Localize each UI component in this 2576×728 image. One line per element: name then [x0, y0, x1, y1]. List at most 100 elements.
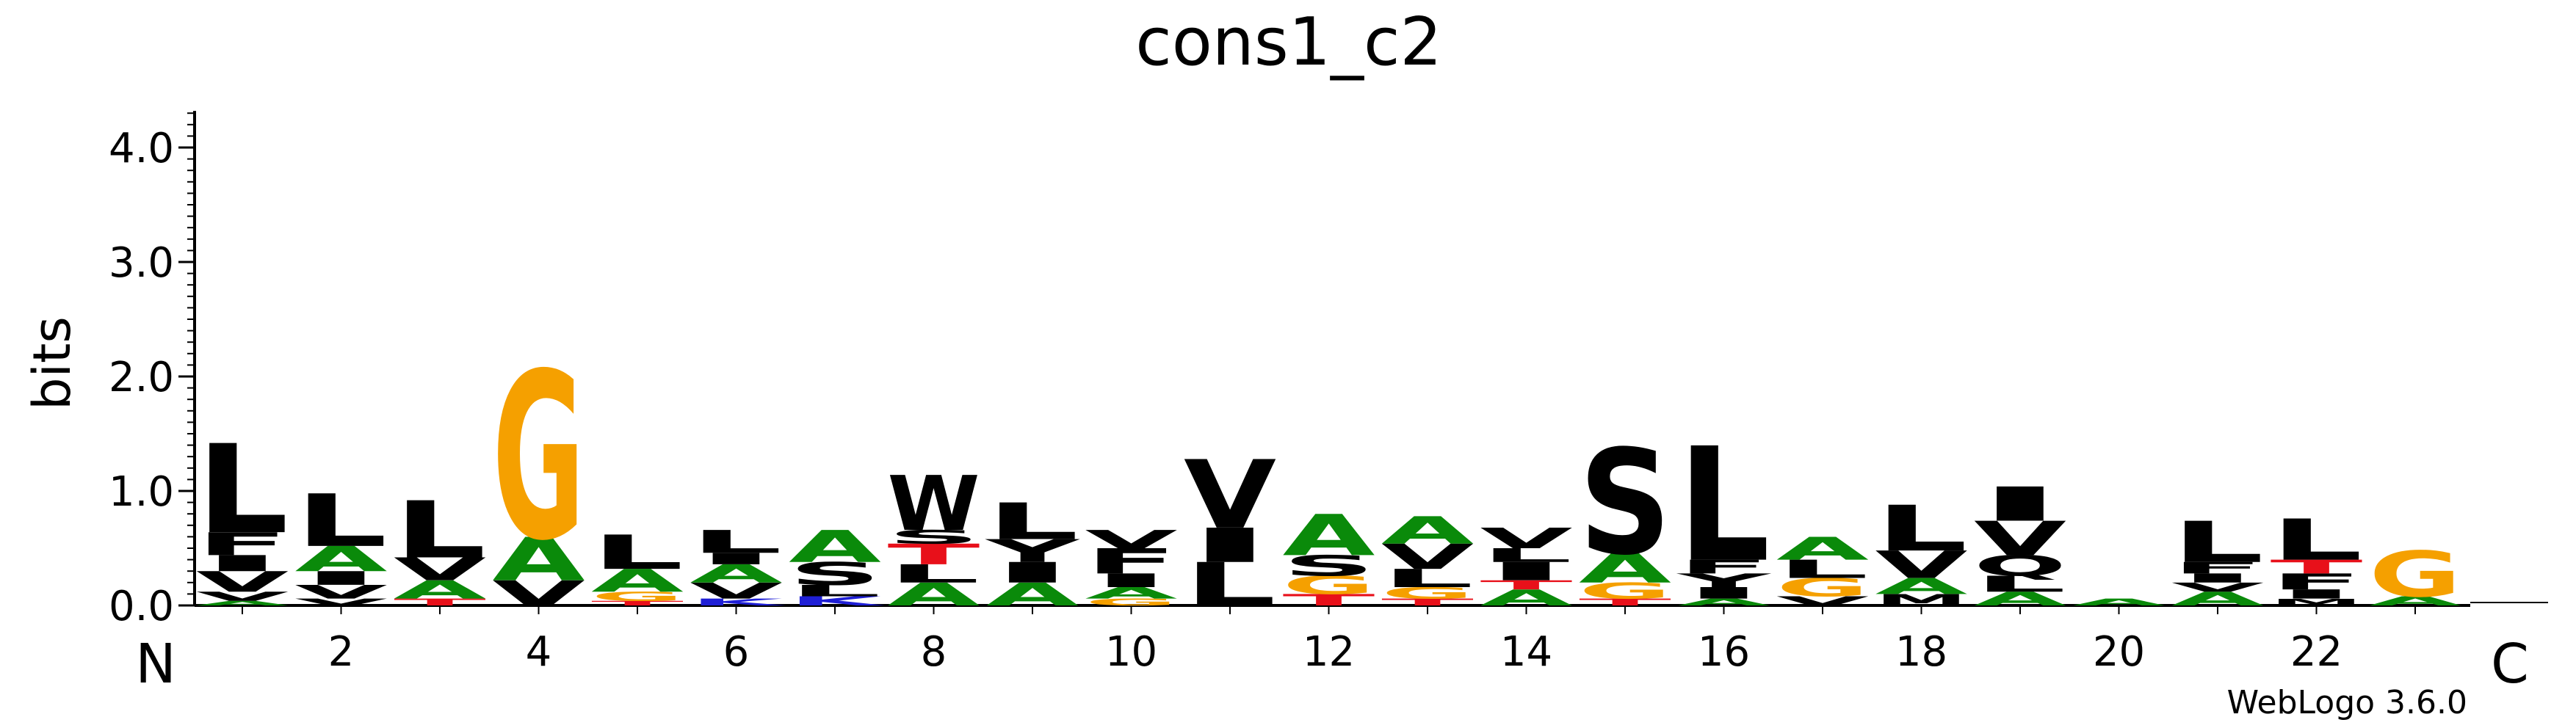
- logo-letter-A: A: [1283, 503, 1375, 569]
- logo-letter-I: I: [1480, 557, 1573, 586]
- logo-letter-A: A: [888, 577, 980, 614]
- logo-letter-S: S: [789, 556, 881, 593]
- logo-letter-A: A: [394, 575, 486, 605]
- x-tick-label: 20: [2093, 628, 2145, 676]
- logo-letter-A: A: [789, 521, 881, 572]
- logo-letter-G: G: [493, 324, 585, 591]
- logo-letter-A: A: [196, 600, 289, 607]
- y-tick-label: 0.0: [109, 583, 174, 630]
- logo-stack-23: AG: [2369, 539, 2461, 611]
- logo-letter-Q: Q: [1974, 550, 2066, 583]
- logo-letter-V: V: [690, 578, 783, 604]
- logo-letter-T: T: [1381, 597, 1474, 608]
- logo-letter-V: V: [1776, 594, 1869, 608]
- logo-stack-4: VAG: [493, 324, 585, 614]
- x-tick-label: 16: [1698, 628, 1750, 676]
- logo-letter-I: I: [2271, 587, 2363, 602]
- logo-letter-A: A: [591, 563, 684, 600]
- logo-letter-L: L: [295, 479, 388, 563]
- x-tick-label: 6: [723, 628, 750, 676]
- logo-letter-A: A: [986, 577, 1079, 614]
- logo-letter-Y: Y: [985, 533, 1081, 569]
- logo-letter-T: T: [394, 597, 486, 608]
- logo-letter-I: I: [986, 556, 1079, 589]
- logo-letter-I: I: [1085, 569, 1178, 592]
- logo-letter-K: K: [690, 597, 787, 608]
- logo-letter-G: G: [1776, 573, 1869, 603]
- logo-letter-L: L: [196, 419, 289, 561]
- logo-letter-M: M: [2271, 597, 2363, 608]
- logo-letter-A: A: [2073, 597, 2166, 608]
- logo-letter-G: G: [1283, 571, 1375, 600]
- logo-letter-A: A: [1480, 585, 1573, 611]
- logo-letter-V: V: [2171, 580, 2264, 595]
- logo-letter-G: G: [1579, 578, 1671, 604]
- logo-letter-I: I: [295, 567, 388, 589]
- logo-letter-T: T: [2271, 556, 2363, 578]
- logo-letter-F: F: [1085, 542, 1178, 582]
- logo-letter-V: V: [493, 574, 585, 614]
- x-tick-label: 14: [1500, 628, 1552, 676]
- logo-letter-A: A: [493, 525, 585, 594]
- y-tick-label: 2.0: [109, 354, 174, 401]
- x-tick-label: 10: [1105, 628, 1157, 676]
- logo-letter-F: F: [2171, 558, 2264, 577]
- logo-letter-G: G: [591, 589, 684, 604]
- logo-letter-Y: Y: [1676, 569, 1772, 592]
- logo-letter-V: V: [295, 597, 388, 608]
- logo-letter-L: L: [394, 484, 486, 576]
- logo-letter-V: V: [394, 551, 486, 588]
- y-axis: 0.0 1.0 2.0 3.0 4.0: [109, 111, 196, 630]
- logo-letter-L: L: [1184, 550, 1276, 619]
- logo-letter-L: L: [2271, 507, 2363, 573]
- weblogo-credit: WebLogo 3.6.0: [2227, 684, 2467, 721]
- logo-letter-F: F: [1678, 556, 1770, 578]
- logo-letter-L: L: [1875, 492, 1968, 565]
- logo-letter-A: A: [2369, 594, 2461, 608]
- logo-letter-A: A: [1085, 584, 1178, 603]
- logo-letter-G: G: [1381, 584, 1474, 603]
- logo-letter-L: L: [1776, 555, 1869, 584]
- logo-letter-L: L: [690, 524, 783, 561]
- logo-letter-L: L: [591, 525, 684, 580]
- x-axis: 2 4 6 8 10 12 14 16 18 20 22: [195, 602, 2548, 676]
- logo-letter-V: V: [1085, 525, 1178, 554]
- logo-letter-F: F: [2271, 569, 2363, 594]
- logo-letter-T: T: [1283, 591, 1375, 609]
- logo-letter-I: I: [1184, 519, 1276, 574]
- logo-letter-T: T: [888, 538, 980, 571]
- logo-letter-G: G: [1085, 597, 1178, 608]
- logo-letter-I: I: [690, 550, 783, 568]
- logo-letter-L: L: [1678, 414, 1770, 597]
- logo-letter-L: L: [789, 582, 881, 600]
- logo-letter-A: A: [295, 539, 388, 580]
- n-terminus-label: N: [135, 633, 176, 696]
- logo-letter-V: V: [196, 589, 289, 604]
- logo-letter-V: V: [1974, 512, 2066, 567]
- y-tick-label: 4.0: [109, 125, 174, 172]
- logo-letter-V: V: [196, 565, 289, 598]
- chart-title: cons1_c2: [1135, 4, 1441, 81]
- logo-letter-F: F: [196, 526, 289, 563]
- logo-letter-I: I: [196, 550, 289, 576]
- logo-stacks: AVVIFLVVIALTAVLVAGTGALKVAILKLSAALTSWAIYL…: [196, 324, 2461, 619]
- logo-letter-K: K: [789, 594, 886, 608]
- x-tick-label: 22: [2290, 628, 2342, 676]
- logo-stack-11: LIV: [1184, 440, 1276, 619]
- logo-letter-V: V: [1875, 543, 1968, 587]
- logo-letter-T: T: [1480, 578, 1573, 592]
- logo-letter-L: L: [1480, 545, 1573, 567]
